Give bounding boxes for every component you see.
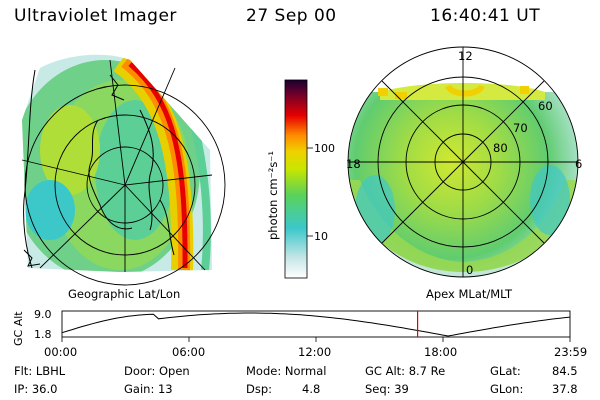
info-gc-alt: GC Alt: 8.7 Re [365,364,446,378]
info-glon-label: GLon: [490,382,524,396]
geographic-image [21,54,226,286]
mlat-label-70: 70 [513,121,528,135]
magnetic-caption: Apex MLat/MLT [426,287,513,301]
info-dsp-value: 4.8 [302,382,321,396]
info-flt: Flt: LBHL [14,364,66,378]
altitude-track-plot [61,310,571,342]
info-mode: Mode: Normal [246,364,327,378]
mlt-label-18: 18 [346,157,361,171]
colorbar-tick-100: 100 [314,142,335,155]
altitude-axis-label: GC Alt [12,311,25,346]
x-tick-2359: 23:59 [554,345,587,359]
instrument-title: Ultraviolet Imager [14,6,177,26]
colorbar-tick-10: 10 [314,230,328,243]
info-glat-value: 84.5 [552,364,578,378]
info-glon-value: 37.8 [552,382,578,396]
time-label: 16:40:41 UT [430,6,541,26]
magnetic-polar-plot [347,46,579,278]
mlt-label-6: 6 [575,157,582,171]
mlat-label-60: 60 [538,99,553,113]
mlat-label-80: 80 [493,141,508,155]
x-tick-0600: 06:00 [172,345,205,359]
geographic-caption: Geographic Lat/Lon [68,287,180,301]
date-label: 27 Sep 00 [246,6,337,26]
x-tick-0000: 00:00 [44,345,77,359]
colorbar-unit-label: photon cm⁻²s⁻¹ [266,151,280,240]
info-gain: Gain: 13 [124,382,173,396]
altitude-tick-high: 9.0 [34,308,52,321]
mlt-label-0: 0 [466,263,473,277]
x-tick-1200: 12:00 [298,345,331,359]
info-seq: Seq: 39 [365,382,409,396]
info-glat-label: GLat: [490,364,521,378]
info-ip: IP: 36.0 [14,382,58,396]
info-dsp-label: Dsp: [246,382,273,396]
info-door: Door: Open [124,364,190,378]
x-tick-1800: 18:00 [424,345,457,359]
altitude-tick-low: 1.8 [34,328,52,341]
colorbar: 100 10 photon cm⁻²s⁻¹ [266,79,335,279]
mlt-label-12: 12 [458,49,473,63]
